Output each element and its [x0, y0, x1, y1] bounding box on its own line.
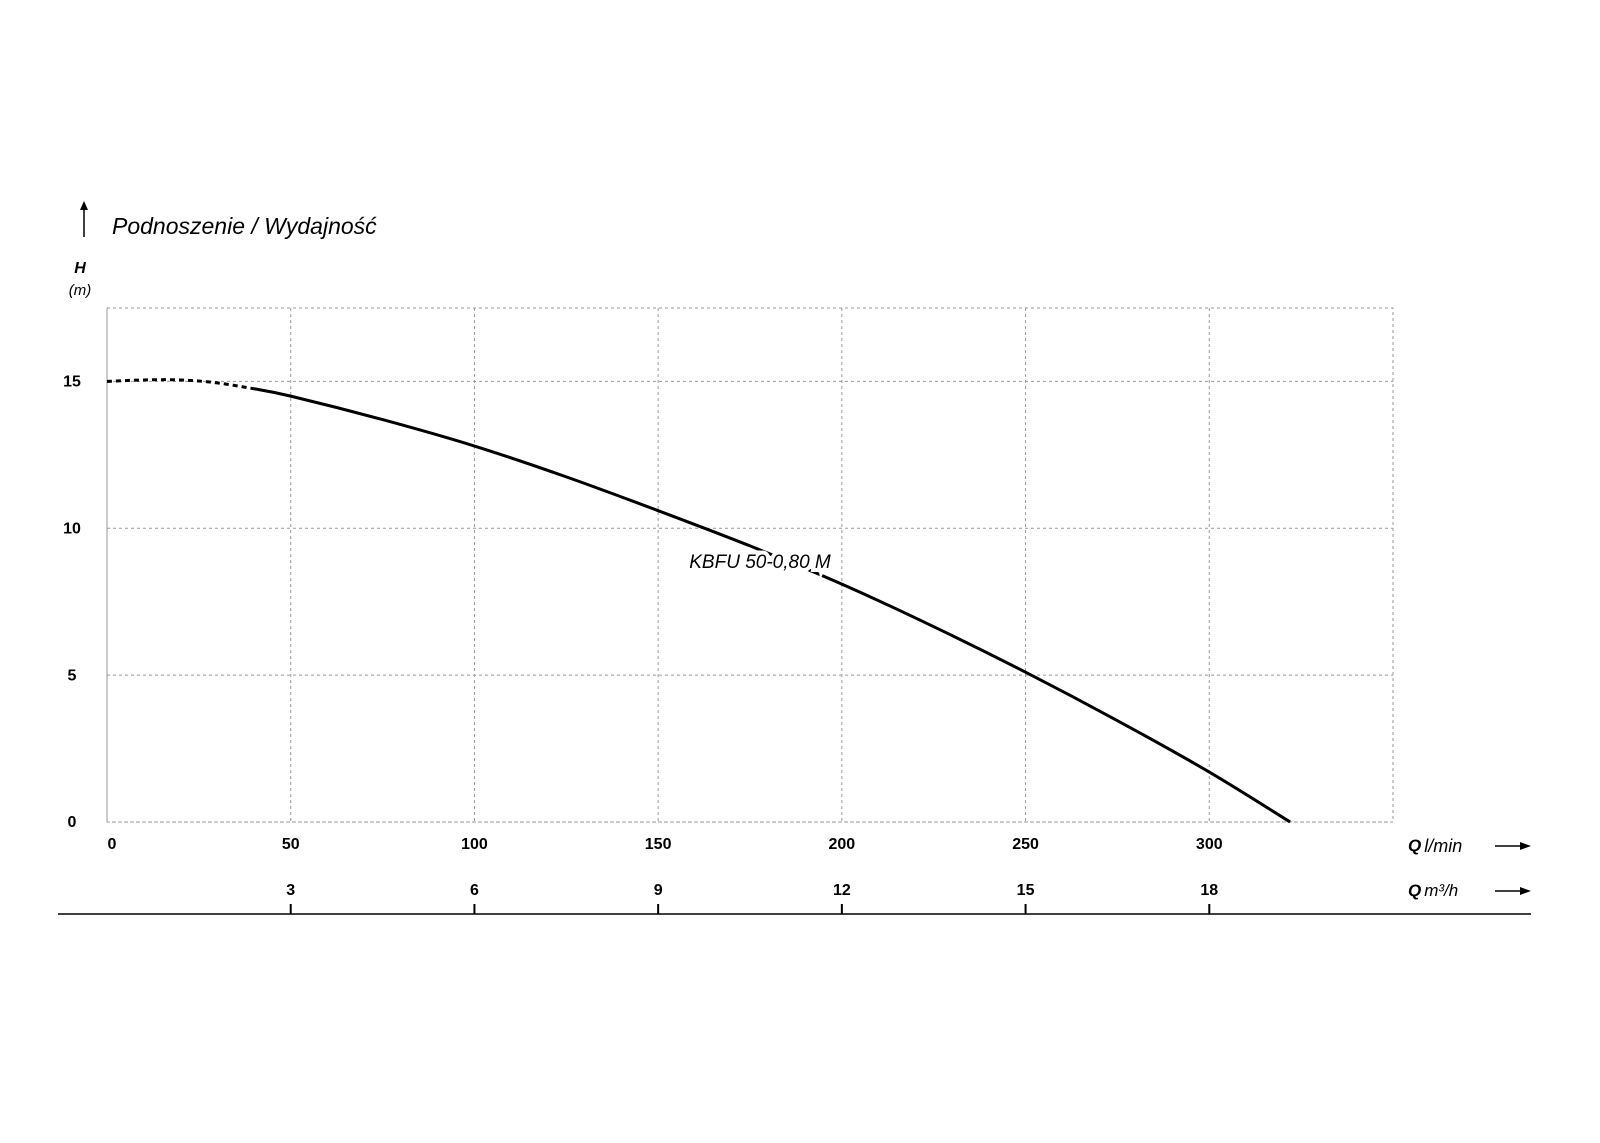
curve — [253, 387, 1291, 824]
x2-axis-unit: m³/h — [1424, 881, 1458, 900]
y-tick-label: 10 — [63, 521, 81, 538]
x-tick-label: 250 — [1012, 836, 1039, 853]
curve-dashed — [106, 378, 255, 391]
x-tick-label: 50 — [282, 836, 300, 853]
arrow-head — [80, 201, 88, 210]
x-tick-label: 200 — [829, 836, 856, 853]
x2-tick-label: 6 — [470, 882, 479, 899]
x2-tick-label: 3 — [286, 882, 295, 899]
x2-tick-label: 12 — [833, 882, 851, 899]
y-axis-symbol: H — [74, 260, 86, 277]
series-label: KBFU 50-0,80 M — [689, 552, 831, 573]
x-tick-label: 0 — [108, 836, 117, 853]
x2-tick-label: 18 — [1200, 882, 1218, 899]
y-tick-label: 5 — [68, 667, 77, 684]
arrow-head — [1520, 842, 1531, 850]
x-tick-label: 300 — [1196, 836, 1223, 853]
x2-axis-symbol: Q — [1408, 881, 1421, 900]
x-axis-symbol: Q — [1408, 836, 1421, 855]
x2-tick-label: 15 — [1017, 882, 1035, 899]
x2-tick-label: 9 — [654, 882, 663, 899]
arrow-head — [1520, 887, 1531, 895]
x-axis-unit: l/min — [1424, 836, 1462, 856]
x-tick-label: 150 — [645, 836, 672, 853]
y-tick-label: 15 — [63, 374, 81, 391]
chart-title: Podnoszenie / Wydajność — [112, 213, 377, 239]
y-tick-label: 0 — [68, 814, 77, 831]
x-tick-label: 100 — [461, 836, 488, 853]
y-axis-unit: (m) — [69, 282, 92, 299]
